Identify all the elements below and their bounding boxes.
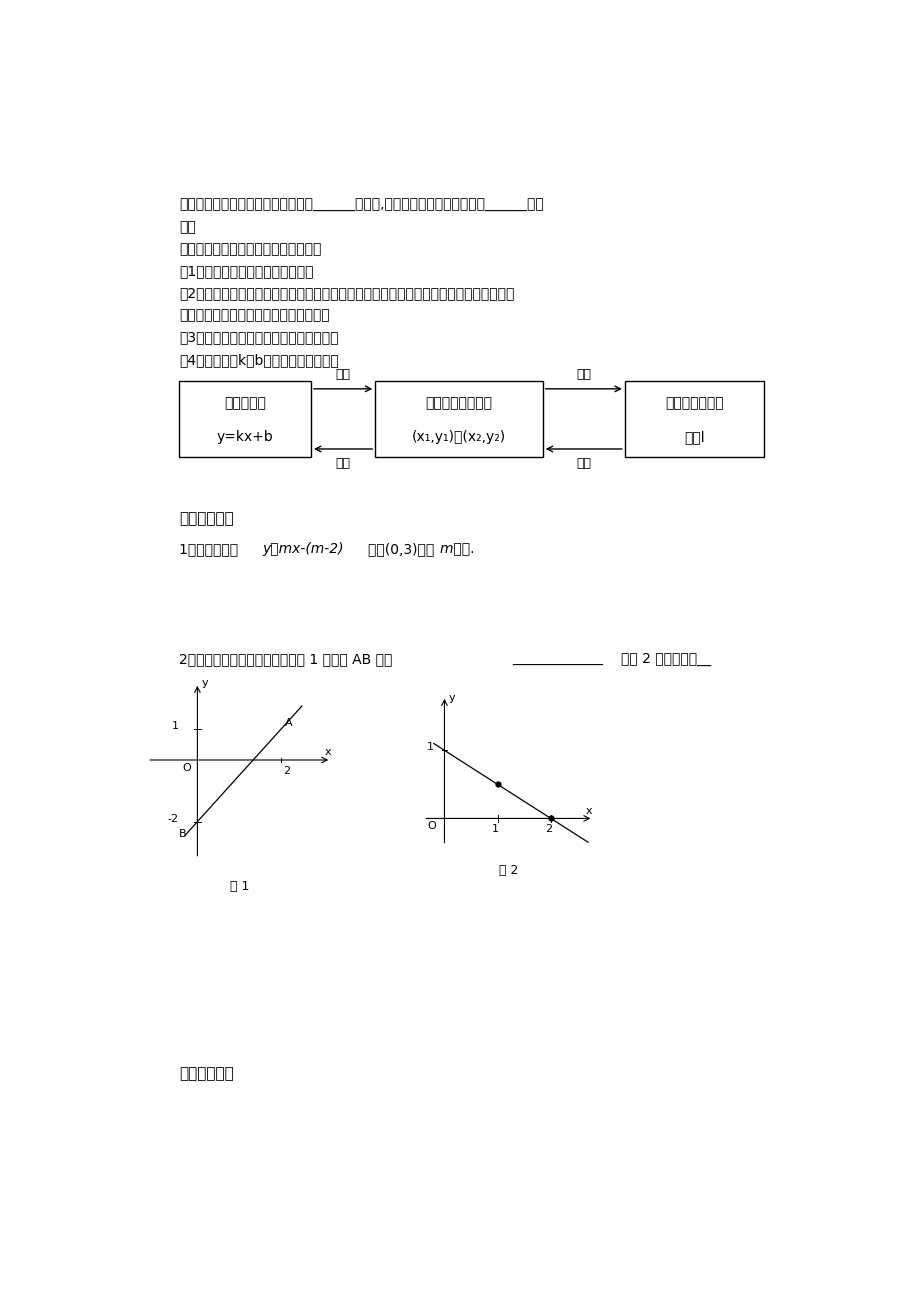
Text: 件。: 件。	[179, 220, 196, 234]
Text: 图 1: 图 1	[229, 880, 249, 893]
Text: ，图 2 中的直线为__: ，图 2 中的直线为__	[620, 652, 710, 667]
Text: m: m	[439, 542, 452, 556]
Text: 1、若一次函数: 1、若一次函数	[179, 542, 243, 556]
Text: 2: 2	[544, 824, 551, 835]
Text: 画出: 画出	[575, 368, 591, 381]
Text: （1）写出函数解析式的一般形式；: （1）写出函数解析式的一般形式；	[179, 264, 313, 279]
Text: x: x	[584, 806, 592, 815]
Text: -2: -2	[167, 814, 178, 824]
Text: 1: 1	[171, 721, 178, 732]
Text: 选取: 选取	[335, 368, 350, 381]
Text: _____________: _____________	[512, 652, 603, 667]
Text: O: O	[183, 763, 191, 773]
Text: y=kx+b: y=kx+b	[217, 430, 273, 444]
Text: 函数解析式: 函数解析式	[224, 396, 266, 410]
Text: B: B	[178, 829, 186, 838]
Text: 求函数的表达式步骤：（待定系数法）: 求函数的表达式步骤：（待定系数法）	[179, 242, 322, 256]
Text: 总结：确定正比例函数的表达式需要______个条件,确定一次函数的表达式需要______个条: 总结：确定正比例函数的表达式需要______个条件,确定一次函数的表达式需要__…	[179, 198, 543, 212]
Text: 满足条件的两定点: 满足条件的两定点	[425, 396, 492, 410]
Text: 直线l: 直线l	[683, 430, 704, 444]
Text: 选取: 选取	[575, 457, 591, 470]
Text: A: A	[285, 719, 292, 728]
Text: 中，得到关于待定系数的方程或方程组。: 中，得到关于待定系数的方程或方程组。	[179, 309, 330, 323]
Text: （3）解方程或方程组求出待定系数的值，: （3）解方程或方程组求出待定系数的值，	[179, 331, 338, 345]
Bar	[375, 381, 542, 457]
Text: 1: 1	[426, 742, 434, 753]
Text: 过点(0,3)，求: 过点(0,3)，求	[368, 542, 438, 556]
Text: （4）把求出的k，b值代回到表达式中。: （4）把求出的k，b值代回到表达式中。	[179, 353, 338, 367]
Text: 2、写出下图中直线的解析式：图 1 中直线 AB 为：: 2、写出下图中直线的解析式：图 1 中直线 AB 为：	[179, 652, 392, 667]
Text: 2: 2	[283, 766, 289, 776]
Text: (x₁,y₁)与(x₂,y₂): (x₁,y₁)与(x₂,y₂)	[412, 430, 505, 444]
Text: 解出: 解出	[335, 457, 350, 470]
Bar	[179, 381, 311, 457]
Text: x: x	[324, 747, 331, 758]
Text: O: O	[427, 820, 436, 831]
Text: 四、课堂作业: 四、课堂作业	[179, 512, 233, 526]
Text: 一次函数的图象: 一次函数的图象	[664, 396, 723, 410]
Text: y＝mx-(m-2): y＝mx-(m-2)	[262, 542, 344, 556]
Text: 1: 1	[491, 824, 498, 835]
Text: 图 2: 图 2	[498, 863, 517, 876]
Text: 五、课后反思: 五、课后反思	[179, 1066, 233, 1082]
Text: y: y	[201, 678, 208, 687]
Text: 的值.: 的值.	[448, 542, 473, 556]
Text: （2）把已知条件（通常是自变量和函数的对应值或图像上某点的坐标等）代入函数解析式: （2）把已知条件（通常是自变量和函数的对应值或图像上某点的坐标等）代入函数解析式	[179, 286, 514, 301]
Text: y: y	[448, 694, 454, 703]
Bar	[624, 381, 763, 457]
